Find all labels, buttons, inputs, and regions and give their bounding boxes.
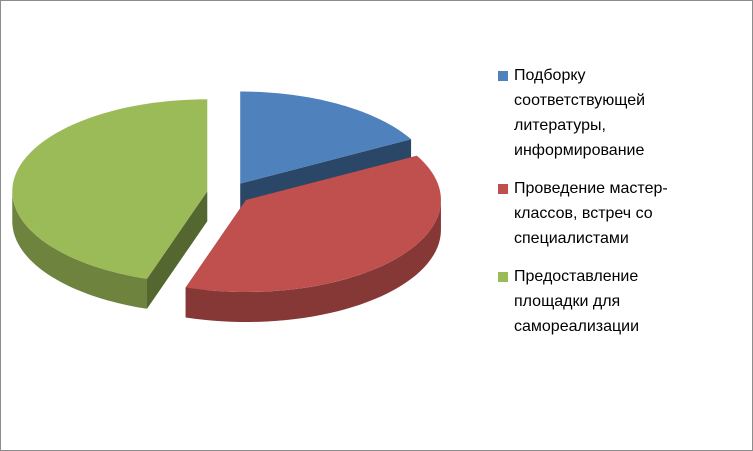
slice-side	[12, 191, 148, 309]
legend-label: Подборку соответствующей литературы, инф…	[514, 67, 646, 159]
pie-area	[12, 91, 441, 323]
slice-wall	[147, 191, 208, 309]
legend-item: Проведение мастер-классов, встреч со спе…	[496, 176, 676, 251]
slice	[12, 99, 208, 309]
legend: Подборку соответствующей литературы, инф…	[496, 63, 676, 352]
legend-item: Предоставление площадки для самореализац…	[496, 264, 676, 339]
legend-label: Проведение мастер-классов, встреч со спе…	[514, 180, 668, 247]
slice-top	[12, 99, 208, 279]
slice-top	[240, 91, 412, 184]
slice-top	[185, 155, 441, 293]
legend-swatch	[498, 184, 508, 194]
slice-side	[185, 200, 441, 323]
legend-swatch	[498, 71, 508, 81]
legend-swatch	[498, 272, 508, 282]
legend-label: Предоставление площадки для самореализац…	[514, 268, 640, 335]
legend-item: Подборку соответствующей литературы, инф…	[496, 63, 676, 163]
slice	[185, 155, 441, 323]
